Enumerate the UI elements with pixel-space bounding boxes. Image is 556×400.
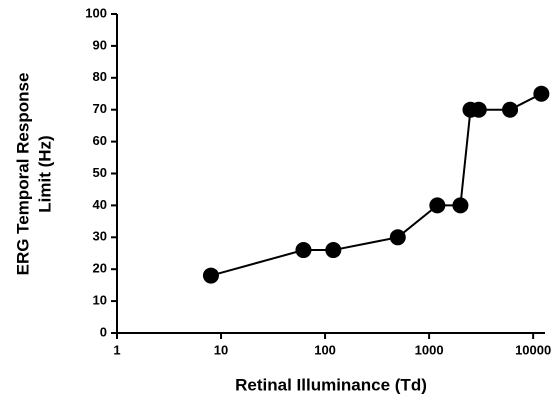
- x-tick-label: 1000: [415, 342, 444, 357]
- marker: [389, 229, 406, 246]
- x-tick-label: 100: [314, 342, 336, 357]
- y-tick-label: 70: [93, 101, 107, 116]
- x-axis-title: Retinal Illuminance (Td): [235, 375, 427, 394]
- line: [210, 92, 542, 277]
- y-tick-label: 50: [93, 165, 107, 180]
- x-tick-label: 1: [113, 342, 120, 357]
- marker: [325, 242, 342, 259]
- y-tick-label: 10: [93, 293, 107, 308]
- marker: [533, 85, 550, 102]
- y-tick-label: 60: [93, 133, 107, 148]
- marker: [429, 197, 446, 214]
- marker: [452, 197, 469, 214]
- y-axis-title: Limit (Hz): [35, 135, 54, 212]
- y-tick-label: 0: [100, 324, 107, 339]
- x-tick-label: 10000: [515, 342, 551, 357]
- y-tick-label: 80: [93, 69, 107, 84]
- y-tick-label: 40: [93, 197, 107, 212]
- x-tick-label: 10: [214, 342, 228, 357]
- marker: [202, 267, 219, 284]
- y-tick-label: 90: [93, 37, 107, 52]
- y-axis-title: ERG Temporal Response: [13, 73, 32, 276]
- y-tick-label: 100: [85, 5, 107, 20]
- marker: [470, 101, 487, 118]
- y-tick-label: 20: [93, 261, 107, 276]
- y-tick-label: 30: [93, 229, 107, 244]
- marker: [295, 242, 312, 259]
- marker: [502, 101, 519, 118]
